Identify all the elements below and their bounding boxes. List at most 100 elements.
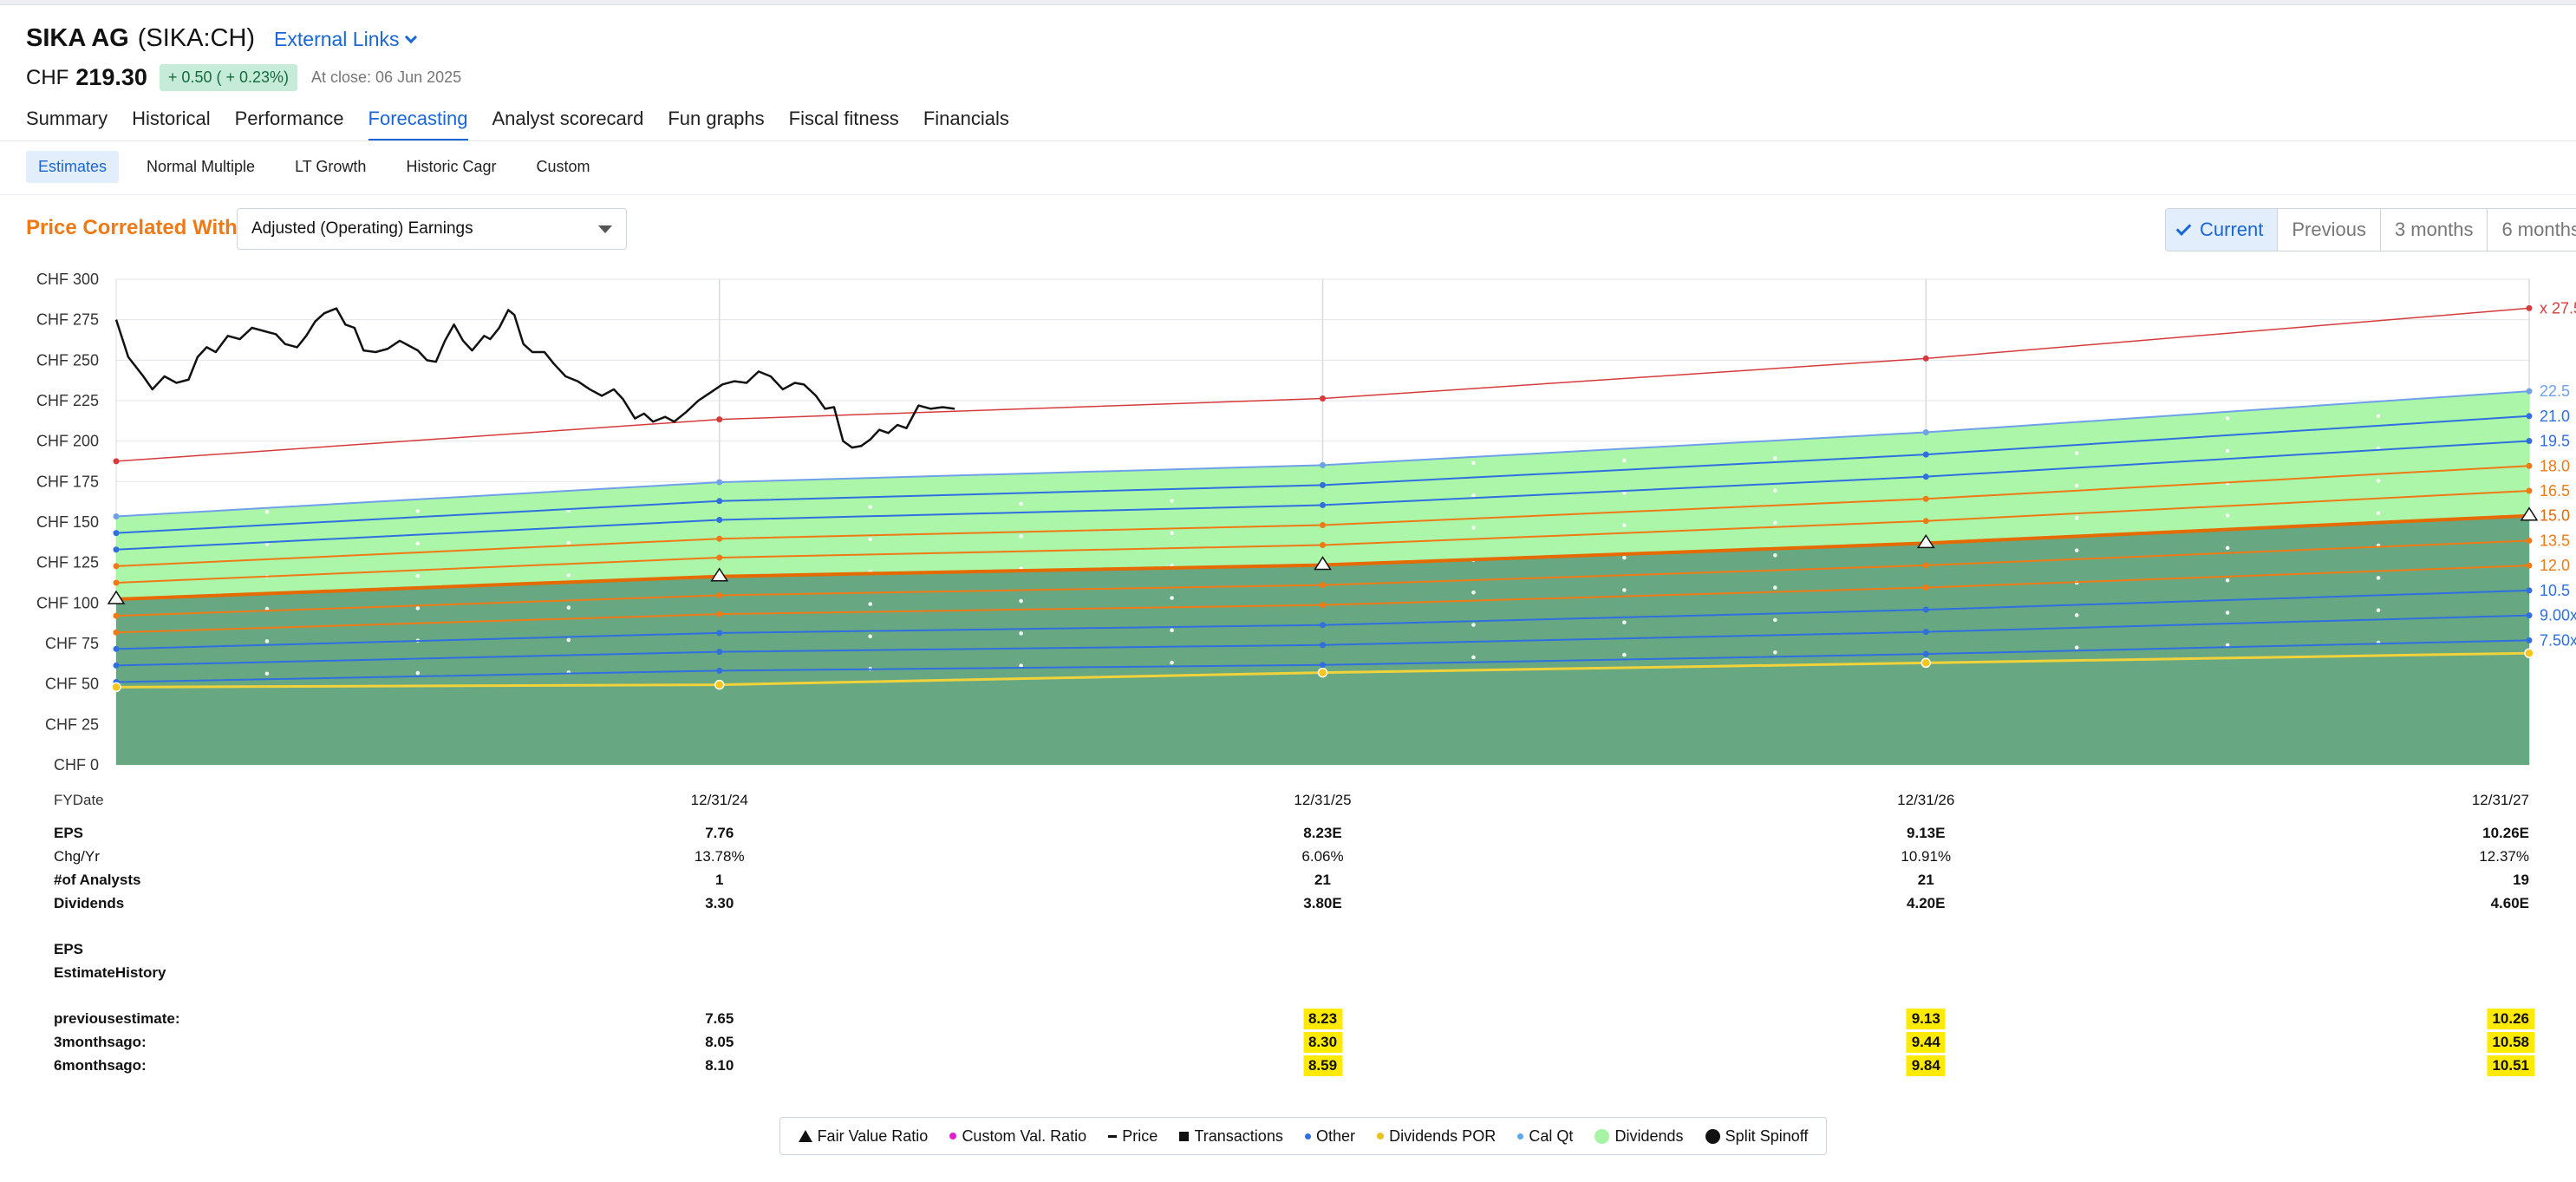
multiple-label: 19.5 [2540, 433, 2570, 450]
fair-value-triangle-icon [1916, 533, 1935, 549]
tab-fiscal-fitness[interactable]: Fiscal fitness [788, 108, 899, 129]
tab-summary[interactable]: Summary [26, 108, 108, 129]
multiple-label: 9.00x [2540, 607, 2576, 624]
multiple-point [716, 416, 723, 423]
price-line [114, 307, 955, 449]
x-axis-label: 12/31/26 [1897, 792, 1955, 808]
estimate-point-marker [2074, 548, 2079, 552]
tab-historical[interactable]: Historical [132, 108, 211, 129]
estimate-point-marker [2225, 448, 2230, 454]
subtab-normal-multiple[interactable]: Normal Multiple [147, 158, 256, 175]
estimate-point-marker [1622, 555, 1627, 560]
fy-date-label: FYDate [54, 792, 104, 808]
subtab-lt-growth[interactable]: LT Growth [295, 158, 367, 175]
multiple-point [113, 629, 120, 636]
x-axis-label: 12/31/24 [690, 792, 748, 808]
multiple-label: 15.0 [2540, 507, 2570, 525]
tab-forecasting[interactable]: Forecasting [368, 108, 468, 141]
estimate-point-marker [264, 509, 270, 514]
estimate-point-marker [1622, 491, 1627, 495]
legend-label: Transactions [1194, 1126, 1283, 1145]
legend-item-fair-value-ratio[interactable]: Fair Value Ratio [798, 1126, 929, 1146]
estimate-point-marker [415, 509, 421, 513]
estimate-point-marker [415, 541, 421, 546]
period-previous-button[interactable]: Previous [2277, 209, 2380, 251]
tab-fun-graphs[interactable]: Fun graphs [668, 108, 765, 129]
multiple-label: x 27.5 [2540, 299, 2576, 317]
multiple-point [716, 498, 723, 505]
tab-performance[interactable]: Performance [234, 108, 344, 129]
estimate-point-marker [1170, 531, 1174, 536]
history-row-label: previousestimate: [54, 1010, 180, 1027]
history-cell: 10.58 [2487, 1032, 2534, 1053]
estimate-point-marker [2074, 516, 2079, 520]
multiple-point [1320, 481, 1326, 488]
multiple-point [716, 591, 723, 598]
multiple-point [2526, 462, 2533, 469]
tab-analyst-scorecard[interactable]: Analyst scorecard [492, 108, 644, 129]
legend-item-transactions[interactable]: Transactions [1179, 1126, 1283, 1146]
period-6-months-button[interactable]: 6 months [2487, 209, 2576, 251]
table-cell: 6.06% [1301, 848, 1344, 865]
legend-label: Fair Value Ratio [817, 1126, 929, 1145]
subtab-custom[interactable]: Custom [536, 158, 590, 175]
y-tick-label: CHF 100 [36, 594, 99, 611]
square-icon [1179, 1131, 1190, 1141]
multiple-point [716, 535, 723, 542]
subtab-estimates[interactable]: Estimates [26, 151, 120, 183]
multiple-point [1922, 451, 1929, 458]
history-row-label: 6monthsago: [54, 1057, 147, 1074]
legend-item-dividends-por[interactable]: Dividends POR [1377, 1127, 1496, 1146]
period-current-button[interactable]: Current [2166, 209, 2278, 251]
history-cell: 10.26 [2487, 1009, 2534, 1029]
multiple-point [1320, 582, 1326, 589]
estimate-point-marker [1773, 488, 1777, 493]
estimate-point-marker [868, 602, 872, 606]
legend-item-dividends[interactable]: Dividends [1595, 1127, 1684, 1146]
correlated-with-select[interactable]: Adjusted (Operating) Earnings [237, 208, 627, 250]
estimate-point-marker [566, 573, 571, 578]
multiple-point [2526, 487, 2533, 494]
legend-item-custom-val-ratio[interactable]: Custom Val. Ratio [949, 1127, 1086, 1146]
sub-tabs: Estimates Normal Multiple LT Growth Histori… [26, 151, 618, 183]
price-row: CHF 219.30 + 0.50 ( + 0.23%) At close: 0… [26, 64, 461, 91]
period-segmented-control: Current Previous 3 months 6 months [2165, 208, 2576, 251]
estimate-point-marker [264, 639, 270, 643]
multiple-point [1320, 542, 1326, 549]
estimate-point-marker [1622, 620, 1627, 625]
legend-item-price[interactable]: Price [1108, 1127, 1158, 1146]
estimate-point-marker [2376, 576, 2381, 580]
history-cell: 9.84 [1906, 1055, 1946, 1076]
estimate-point-marker [2074, 451, 2079, 455]
y-tick-label: CHF 25 [45, 715, 99, 733]
multiple-point [1320, 642, 1326, 649]
estimate-point-marker [868, 505, 872, 509]
multiple-point [1922, 473, 1929, 480]
multiple-point [113, 546, 120, 553]
history-cell: 9.44 [1906, 1032, 1946, 1053]
legend-item-cal-qt[interactable]: Cal Qt [1517, 1127, 1573, 1146]
multiple-point [113, 530, 120, 537]
table-cell: 3.80E [1303, 895, 1342, 911]
legend-item-split-spinoff[interactable]: Split Spinoff [1705, 1127, 1808, 1146]
tab-financials[interactable]: Financials [923, 108, 1009, 129]
estimate-point-marker [264, 542, 270, 546]
table-cell: 3.30 [705, 895, 734, 911]
multiple-point [1922, 518, 1929, 525]
table-row-label: Dividends [54, 895, 125, 911]
period-3-months-button[interactable]: 3 months [2379, 209, 2488, 251]
multiple-point [113, 612, 120, 619]
fair-value-triangle-icon [1314, 556, 1332, 571]
subtabs-divider [0, 194, 2576, 195]
multiple-point [2526, 612, 2533, 619]
legend-label: Custom Val. Ratio [962, 1126, 1087, 1145]
dividend-point [1317, 667, 1328, 678]
table-cell: 10.91% [1901, 848, 1952, 865]
multiple-point [2526, 413, 2533, 420]
estimate-point-marker [1019, 631, 1023, 636]
external-links-dropdown[interactable]: External Links [274, 28, 417, 51]
estimate-point-marker [566, 637, 571, 643]
legend-item-other[interactable]: Other [1304, 1127, 1355, 1146]
table-row-label: #of Analysts [54, 872, 141, 888]
subtab-historic-cagr[interactable]: Historic Cagr [406, 158, 497, 175]
